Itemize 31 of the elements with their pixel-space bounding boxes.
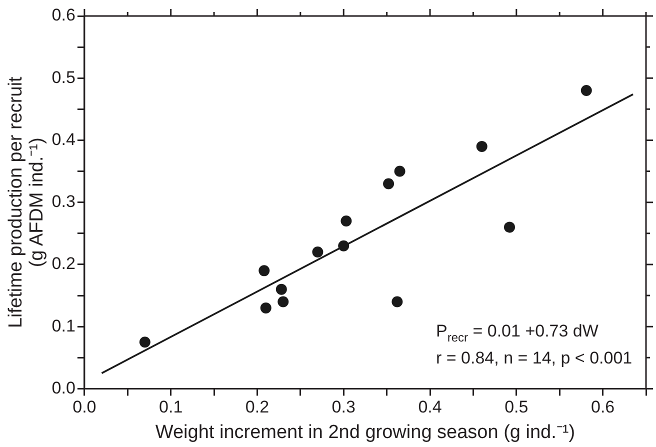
x-tick-label: 0.1 (159, 398, 183, 417)
point (340, 215, 352, 226)
x-axis-title: Weight increment in 2nd growing season (g ind.⁻¹) (155, 422, 576, 443)
point (312, 246, 324, 258)
y-tick-label: 0.3 (52, 192, 76, 212)
x-tick-label: 0.0 (72, 398, 96, 417)
point (383, 178, 394, 190)
y-axis-title: Lifetime production per recruit (g AFDM ind.⁻¹) (6, 76, 48, 328)
x-tick-label: 0.6 (590, 398, 615, 417)
point (504, 222, 515, 233)
y-tick-label: 0.2 (52, 254, 76, 274)
y-tick-label: 0.6 (52, 6, 76, 25)
point (476, 140, 488, 152)
y-tick-label: 0.0 (52, 378, 76, 398)
y-tick-label: 0.4 (52, 130, 76, 149)
x-tick-label: 0.2 (245, 398, 270, 417)
point (139, 336, 150, 348)
point (276, 284, 287, 295)
point (278, 296, 289, 308)
x-tick-label: 0.4 (418, 398, 442, 417)
y-tick-label: 0.1 (52, 316, 76, 336)
x-tick-label: 0.5 (504, 398, 528, 417)
point (392, 296, 403, 308)
y-tick-label: 0.5 (52, 68, 76, 87)
point (394, 166, 406, 177)
annotation: r = 0.84, n = 14, p < 0.001 (436, 348, 632, 368)
point (580, 85, 592, 96)
x-tick-label: 0.3 (332, 398, 356, 417)
point (260, 302, 272, 314)
point (338, 240, 350, 252)
point (258, 265, 270, 276)
